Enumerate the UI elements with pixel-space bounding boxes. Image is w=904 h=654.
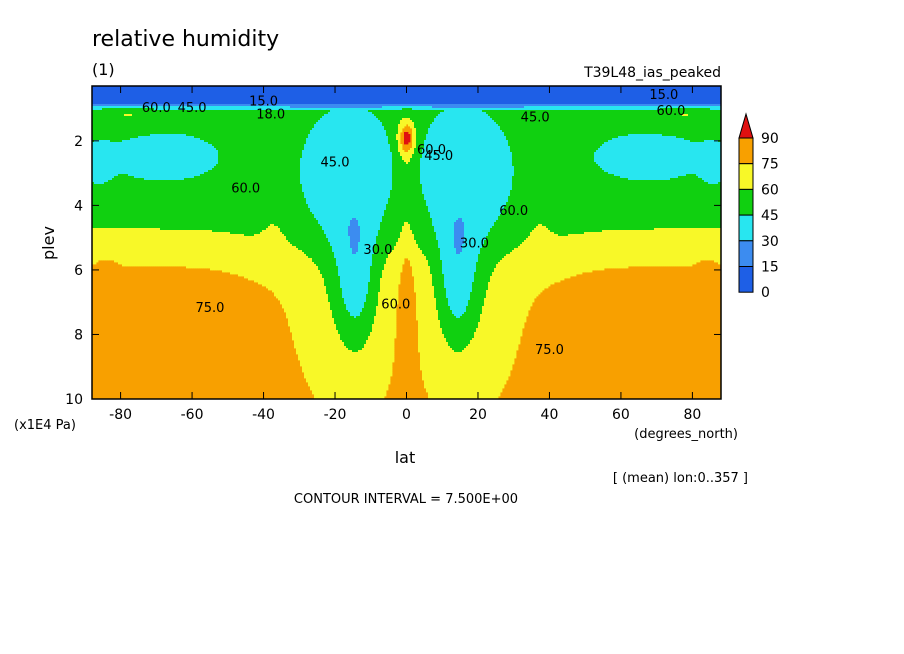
- colorbar-swatch: [738, 214, 754, 242]
- x-tick-label: -80: [109, 407, 132, 423]
- contour-label-group: 15.018.060.0 45.045.045.0 45.060.060.030.0…: [142, 88, 686, 358]
- x-tick-label: 20: [469, 407, 487, 423]
- y-axis: 2 4 6 8 10: [65, 134, 721, 408]
- colorbar-swatch: [738, 266, 754, 293]
- contour-label: 15.0: [649, 88, 678, 103]
- contour-field: 15.018.060.0 45.045.045.0 45.060.060.030.0…: [92, 86, 721, 399]
- averaging-note: [ (mean) lon:0..357 ]: [613, 471, 748, 486]
- contour-label: 18.0: [256, 107, 285, 122]
- x-tick-label: 80: [683, 407, 701, 423]
- y-axis-label: plev: [39, 226, 58, 260]
- x-tick-label: 60: [612, 407, 630, 423]
- colorbar-swatch: [738, 163, 754, 190]
- colorbar-swatch: [738, 240, 754, 268]
- contour-interval-note: CONTOUR INTERVAL = 7.500E+00: [294, 492, 518, 507]
- colorbar-level-label: 0: [761, 285, 770, 301]
- contour-label: 75.0: [195, 301, 224, 316]
- colorbar-level-label: 75: [761, 157, 779, 173]
- y-tick-label: 6: [74, 263, 83, 279]
- colorbar-level-label: 45: [761, 208, 779, 224]
- chart-title: relative humidity: [92, 27, 279, 52]
- x-tick-label: 40: [541, 407, 559, 423]
- contour-label: 60.0: [656, 104, 685, 119]
- contour-label: 60.0: [499, 204, 528, 219]
- contour-label: 60.0: [381, 298, 410, 313]
- run-label: T39L48_ias_peaked: [583, 65, 721, 81]
- colorbar-swatch: [738, 137, 754, 165]
- x-axis-label: lat: [395, 448, 416, 467]
- contour-label: 75.0: [535, 343, 564, 358]
- colorbar-level-label: 60: [761, 182, 779, 198]
- contour-label: 45.0: [521, 110, 550, 125]
- contour-label: 60.0: [417, 143, 446, 158]
- x-tick-label: -60: [181, 407, 204, 423]
- colorbar-level-label: 15: [761, 260, 779, 276]
- y-tick-label: 4: [74, 198, 83, 214]
- x-tick-label: -20: [324, 407, 347, 423]
- colorbar-level-label: 30: [761, 234, 779, 250]
- colorbar-extend-triangle: [738, 112, 754, 139]
- contour-label: 45.0: [321, 156, 350, 171]
- contour-label: 45.0: [178, 101, 207, 116]
- contour-label: 45.0: [424, 149, 453, 164]
- colorbar: 90 75 60 45 30 15 0: [738, 112, 779, 301]
- contour-label: 30.0: [363, 243, 392, 258]
- colorbar-level-label: 90: [761, 131, 779, 147]
- y-tick-label: 10: [65, 392, 83, 408]
- colorbar-swatch: [738, 188, 754, 216]
- contour-label: 15.0: [249, 94, 278, 109]
- x-tick-label: 0: [402, 407, 411, 423]
- y-tick-label: 8: [74, 327, 83, 343]
- x-axis-unit: (degrees_north): [634, 427, 738, 442]
- contour-label: 60.0: [231, 181, 260, 196]
- x-axis: -80 -60 -40 -20 0 20 40 60 80: [109, 86, 701, 423]
- y-tick-label: 2: [74, 134, 83, 150]
- contour-label: 30.0: [460, 236, 489, 251]
- chart-subtitle: (1): [92, 60, 115, 79]
- y-axis-unit: (x1E4 Pa): [14, 418, 76, 433]
- contour-bands: [92, 86, 721, 399]
- x-tick-label: -40: [252, 407, 275, 423]
- contour-label: 60.0: [142, 101, 171, 116]
